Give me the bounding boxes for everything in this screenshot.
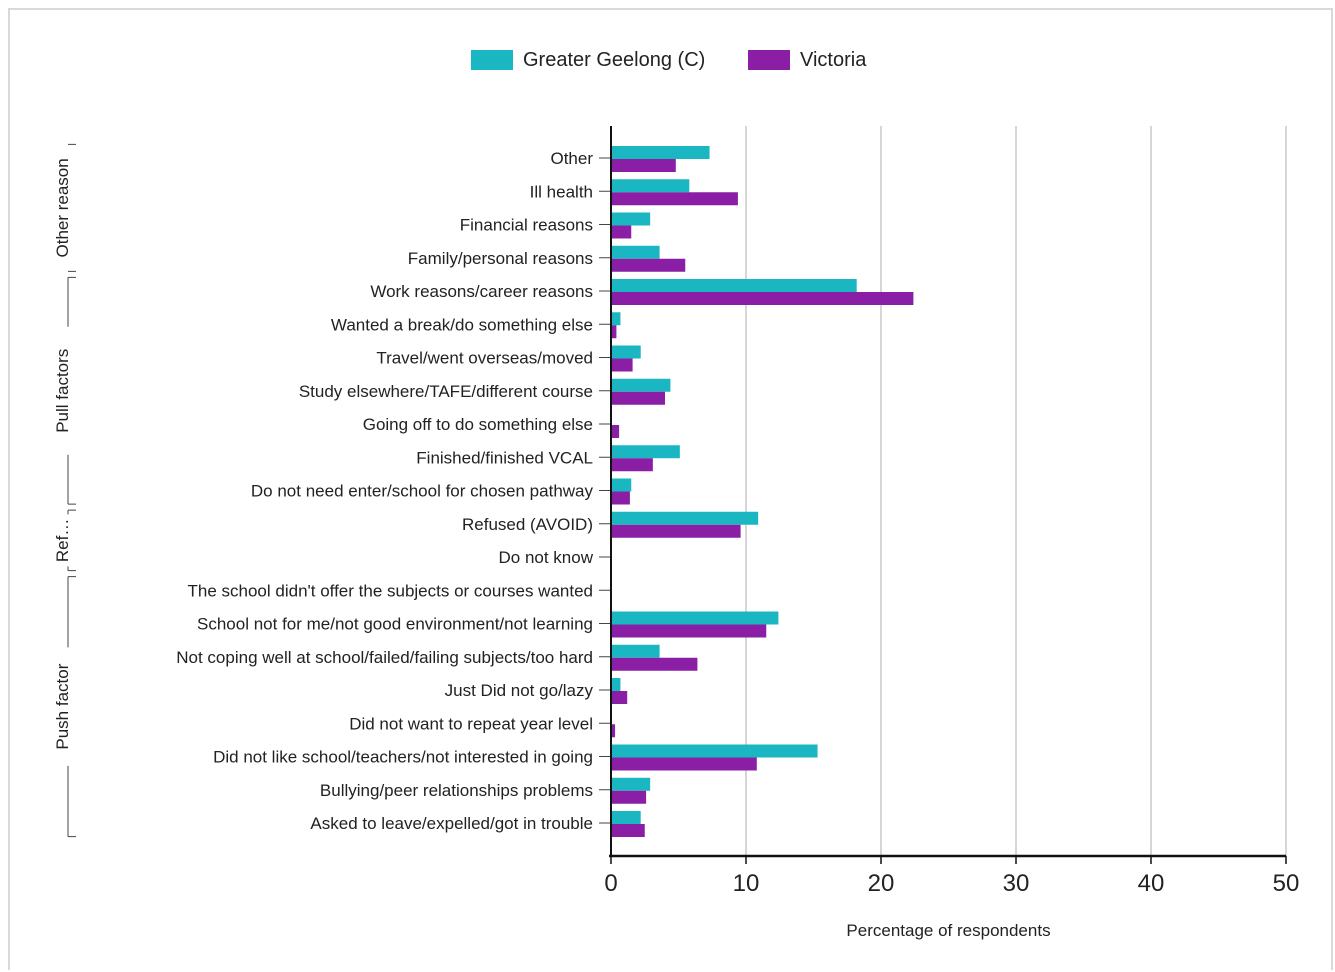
category-label: Financial reasons — [460, 216, 593, 235]
legend-label-victoria: Victoria — [800, 48, 867, 71]
bar-greater-geelong — [611, 312, 621, 326]
bar-greater-geelong — [611, 478, 632, 492]
bar-victoria — [611, 458, 653, 472]
bar-greater-geelong — [611, 511, 759, 525]
category-label: Wanted a break/do something else — [331, 315, 593, 334]
group-bracket: Other reason — [53, 143, 76, 272]
category-label: Finished/finished VCAL — [416, 448, 593, 467]
category-label: The school didn't offer the subjects or … — [188, 581, 594, 600]
x-tick-label: 50 — [1273, 870, 1300, 897]
category-label: Just Did not go/lazy — [445, 681, 594, 700]
bar-victoria — [611, 691, 628, 704]
category-label: Work reasons/career reasons — [370, 282, 593, 301]
bar-victoria — [611, 358, 633, 372]
bar-victoria — [611, 391, 665, 405]
category-label: Going off to do something else — [363, 415, 593, 434]
bar-greater-geelong — [611, 179, 690, 193]
category-label: Study elsewhere/TAFE/different course — [299, 382, 593, 401]
bar-victoria — [611, 624, 767, 638]
bar-victoria — [611, 824, 645, 837]
legend-label-greater-geelong: Greater Geelong (C) — [523, 48, 706, 71]
category-label: Asked to leave/expelled/got in trouble — [310, 814, 593, 833]
bar-victoria — [611, 657, 698, 671]
bar-greater-geelong — [611, 678, 621, 691]
category-label: School not for me/not good environment/n… — [197, 615, 593, 634]
bar-greater-geelong — [611, 811, 641, 824]
x-tick-label: 30 — [1003, 870, 1030, 897]
bar-greater-geelong — [611, 146, 710, 159]
category-label: Refused (AVOID) — [462, 515, 593, 534]
bar-greater-geelong — [611, 378, 671, 392]
legend-item-victoria[interactable]: Victoria — [748, 44, 866, 76]
legend-swatch-victoria — [748, 50, 790, 70]
legend-swatch-greater-geelong — [471, 50, 513, 70]
bar-greater-geelong — [611, 744, 818, 758]
bar-greater-geelong — [611, 644, 660, 658]
x-tick-label: 10 — [733, 870, 760, 897]
x-tick-label: 40 — [1138, 870, 1165, 897]
bar-greater-geelong — [611, 279, 857, 292]
category-label: Do not know — [499, 548, 594, 567]
group-label: Ref… — [53, 519, 72, 562]
group-bracket: Ref… — [53, 509, 76, 572]
bar-victoria — [611, 757, 757, 771]
bar-greater-geelong — [611, 345, 641, 359]
group-label: Other reason — [53, 158, 72, 257]
group-label: Push factor — [53, 663, 72, 749]
bar-victoria — [611, 225, 632, 239]
bar-greater-geelong — [611, 777, 651, 791]
group-bracket: Push factor — [53, 576, 76, 838]
category-label: Do not need enter/school for chosen path… — [251, 482, 594, 501]
category-label: Ill health — [530, 182, 593, 201]
chart-legend: Greater Geelong (C) Victoria — [0, 44, 1335, 76]
legend-item-greater-geelong[interactable]: Greater Geelong (C) — [471, 44, 705, 76]
group-label: Pull factors — [53, 349, 72, 433]
group-bracket: Pull factors — [53, 276, 76, 505]
category-label: Bullying/peer relationships problems — [320, 781, 593, 800]
bar-victoria — [611, 724, 616, 738]
bar-victoria — [611, 325, 617, 339]
bar-victoria — [611, 159, 676, 172]
bar-victoria — [611, 790, 647, 804]
x-tick-label: 20 — [868, 870, 895, 897]
bar-greater-geelong — [611, 611, 779, 625]
category-label: Other — [550, 149, 593, 168]
bar-victoria — [611, 524, 741, 538]
x-axis-title: Percentage of respondents — [846, 921, 1050, 940]
x-tick-label: 0 — [604, 870, 617, 897]
bar-victoria — [611, 292, 914, 305]
bar-victoria — [611, 258, 686, 272]
bar-victoria — [611, 491, 630, 505]
bar-greater-geelong — [611, 212, 651, 226]
bar-victoria — [611, 425, 620, 438]
bar-greater-geelong — [611, 245, 660, 259]
category-label: Not coping well at school/failed/failing… — [176, 648, 593, 667]
category-label: Family/personal reasons — [408, 249, 593, 268]
category-label: Did not like school/teachers/not interes… — [213, 748, 593, 767]
bar-greater-geelong — [611, 445, 680, 459]
category-label: Did not want to repeat year level — [349, 714, 593, 733]
bar-victoria — [611, 192, 738, 206]
category-label: Travel/went overseas/moved — [376, 349, 593, 368]
